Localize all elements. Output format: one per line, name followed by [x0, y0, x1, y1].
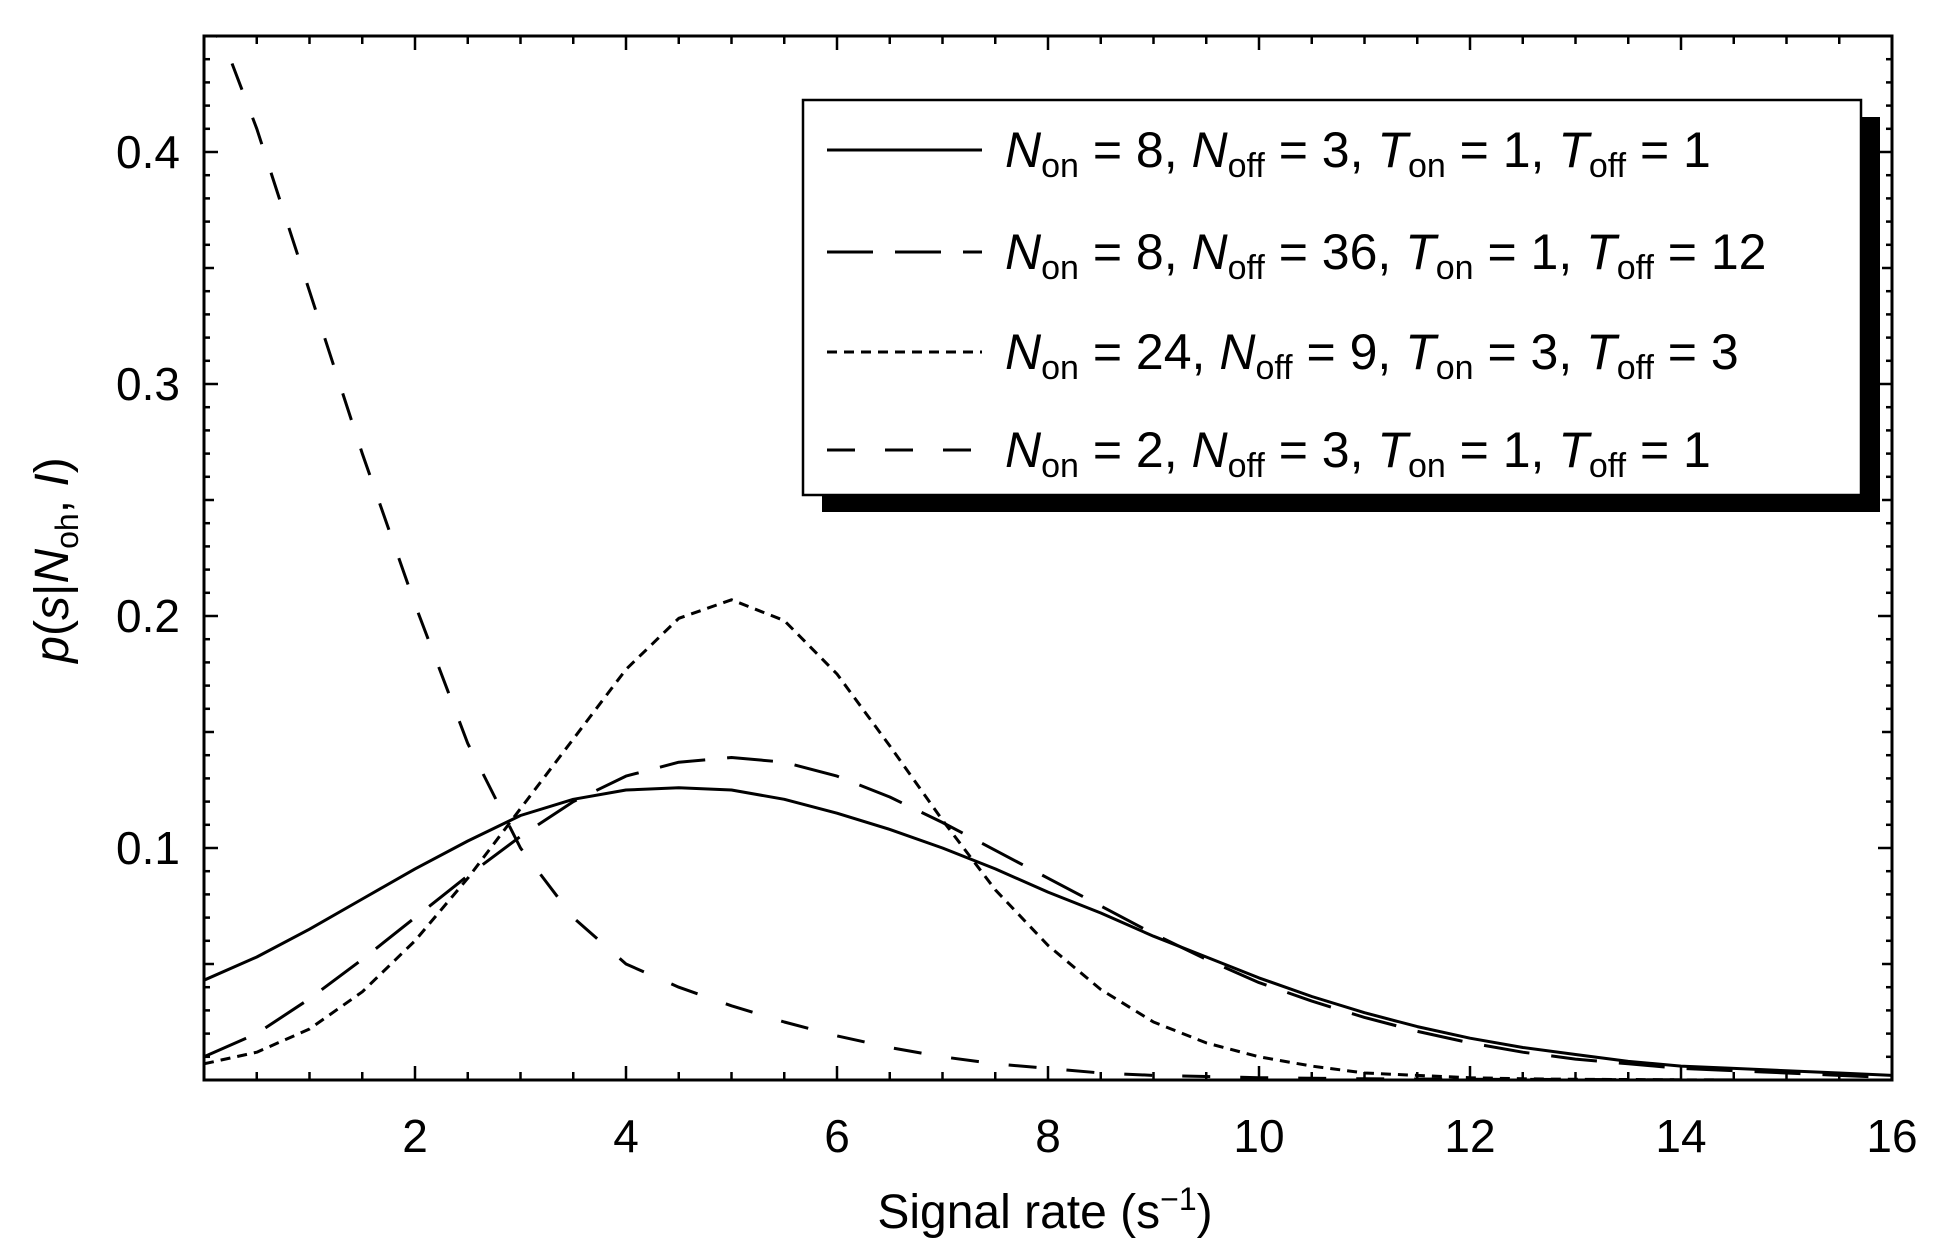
y-tick-label: 0.1 [116, 822, 180, 874]
legend-label-1: Non = 8, Noff = 3, Ton = 1, Toff = 1 [1005, 122, 1711, 185]
x-tick-label: 6 [824, 1110, 850, 1162]
y-tick-label: 0.2 [116, 590, 180, 642]
legend-box [801, 98, 1863, 497]
series-line-4 [215, 36, 1892, 1080]
y-tick-labels: 0.1 0.2 0.3 0.4 [116, 126, 180, 874]
x-tick-label: 12 [1444, 1110, 1495, 1162]
x-tick-label: 16 [1866, 1110, 1917, 1162]
y-tick-label: 0.3 [116, 358, 180, 410]
legend-label-4: Non = 2, Noff = 3, Ton = 1, Toff = 1 [1005, 422, 1711, 485]
y-tick-label: 0.4 [116, 126, 180, 178]
x-axis-title: Signal rate (s−1) [877, 1181, 1212, 1239]
series-line-1 [204, 786, 1892, 1077]
x-tick-label: 8 [1035, 1110, 1061, 1162]
legend: Non = 8, Noff = 3, Ton = 1, Toff = 1 Non … [801, 98, 1880, 512]
legend-label-2: Non = 8, Noff = 36, Ton = 1, Toff = 12 [1005, 224, 1767, 287]
plot-frame [202, 34, 1894, 1082]
series-line-2 [204, 756, 1892, 1080]
x-tick-label: 10 [1233, 1110, 1284, 1162]
legend-label-3: Non = 24, Noff = 9, Ton = 3, Toff = 3 [1005, 324, 1739, 387]
x-tick-label: 4 [613, 1110, 639, 1162]
legend-entries: Non = 8, Noff = 3, Ton = 1, Toff = 1 Non … [827, 122, 1767, 485]
x-tick-labels: 2 4 6 8 10 12 14 16 [402, 1110, 1917, 1162]
x-tick-label: 14 [1655, 1110, 1706, 1162]
x-tick-label: 2 [402, 1110, 428, 1162]
y-axis-title: p(s|Noh, I) [26, 457, 85, 664]
